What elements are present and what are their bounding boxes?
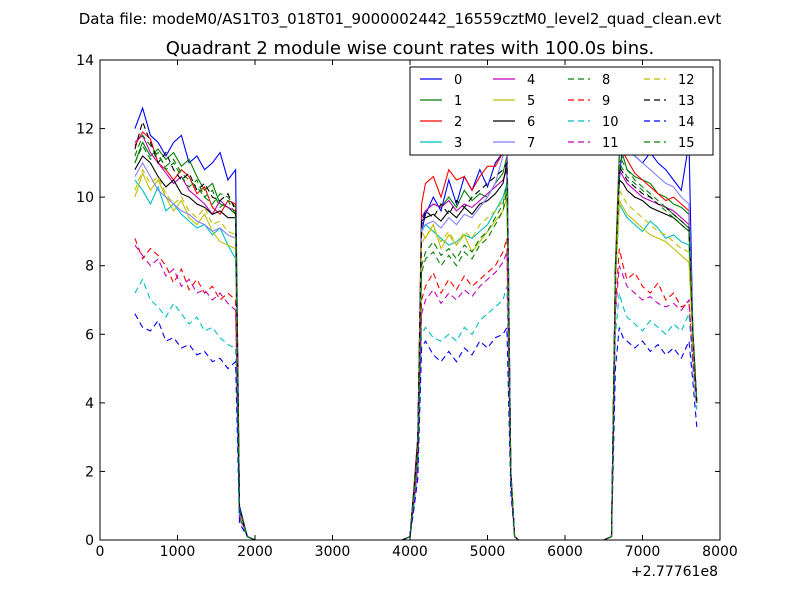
- x-tick-label: 7000: [625, 544, 661, 560]
- series-line-14: [134, 313, 698, 540]
- legend-label-2: 2: [454, 115, 462, 130]
- x-tick-label: 3000: [315, 544, 351, 560]
- legend-label-3: 3: [454, 136, 462, 151]
- y-tick-label: 12: [76, 122, 94, 138]
- figure-suptitle: Data file: modeM0/AS1T03_018T01_90000024…: [79, 10, 722, 29]
- y-tick-label: 10: [76, 190, 94, 206]
- x-tick-label: 2000: [237, 544, 273, 560]
- legend-label-8: 8: [602, 73, 610, 88]
- x-tick-label: 0: [96, 544, 105, 560]
- legend-label-7: 7: [527, 136, 535, 151]
- series-layer: [134, 106, 698, 540]
- legend-label-9: 9: [602, 94, 610, 109]
- y-tick-label: 2: [85, 464, 94, 480]
- y-tick-label: 4: [85, 396, 94, 412]
- x-tick-label: 4000: [392, 544, 428, 560]
- x-tick-label: 5000: [470, 544, 506, 560]
- y-tick-label: 0: [85, 533, 94, 549]
- chart-title: Quadrant 2 module wise count rates with …: [166, 38, 655, 59]
- x-offset-label: +2.77761e8: [631, 564, 718, 580]
- y-tick-label: 6: [85, 327, 94, 343]
- legend-label-13: 13: [678, 94, 695, 109]
- legend-label-15: 15: [678, 136, 695, 151]
- legend-label-12: 12: [678, 73, 695, 88]
- plot-area: 0 1000 2000 3000 4000 5000 6000 7000 8000 0 2 4 6 8 1…: [76, 53, 738, 580]
- legend-frame: [409, 66, 714, 156]
- legend-label-14: 14: [678, 115, 695, 130]
- legend-label-10: 10: [602, 115, 619, 130]
- x-tick-label: 8000: [702, 544, 738, 560]
- legend-label-4: 4: [527, 73, 535, 88]
- x-tick-label: 6000: [547, 544, 583, 560]
- y-tick-label: 14: [76, 53, 94, 69]
- x-axis: 0 1000 2000 3000 4000 5000 6000 7000 8000: [96, 60, 738, 560]
- series-line-11: [134, 244, 698, 540]
- series-line-15: [134, 144, 698, 540]
- legend-label-6: 6: [527, 115, 535, 130]
- series-line-10: [134, 278, 698, 540]
- legend-label-11: 11: [602, 136, 619, 151]
- legend-label-5: 5: [527, 94, 535, 109]
- legend-label-1: 1: [454, 94, 462, 109]
- x-tick-label: 1000: [160, 544, 196, 560]
- legend-label-0: 0: [454, 73, 462, 88]
- y-tick-label: 8: [85, 259, 94, 275]
